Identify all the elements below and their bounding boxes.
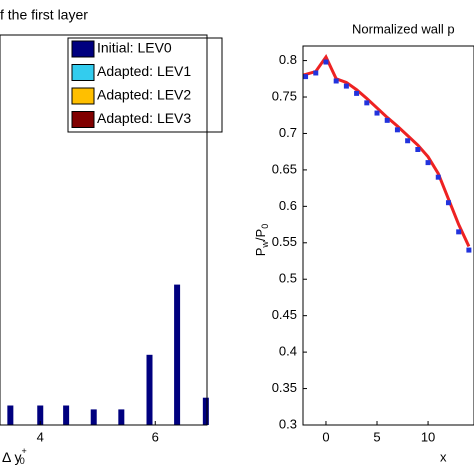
x-axis-label: x <box>440 449 447 464</box>
x-tick-label: 5 <box>373 429 380 444</box>
x-tick-label: 4 <box>37 429 44 444</box>
marker <box>354 90 360 96</box>
x-tick-label: 0 <box>322 429 329 444</box>
marker <box>425 160 431 166</box>
legend-label: Adapted: LEV3 <box>97 110 191 126</box>
marker <box>435 174 441 180</box>
bar <box>146 354 153 425</box>
marker <box>323 59 329 65</box>
y-axis-label: Pw/P0 <box>253 224 270 256</box>
legend-swatch <box>71 111 95 128</box>
bar <box>202 397 209 425</box>
x-tick-label: 6 <box>152 429 159 444</box>
marker <box>333 78 339 84</box>
marker <box>303 74 309 80</box>
marker <box>394 127 400 133</box>
y-tick-label: 0.5 <box>279 271 297 286</box>
bar <box>90 409 97 425</box>
y-tick-label: 0.6 <box>279 198 297 213</box>
line <box>302 53 471 248</box>
marker <box>313 70 319 76</box>
legend-swatch <box>71 40 95 58</box>
bar <box>118 409 125 425</box>
bar <box>63 405 70 425</box>
y-tick-label: 0.3 <box>279 416 297 431</box>
bar <box>7 405 14 425</box>
y-tick-label: 0.65 <box>272 161 297 176</box>
marker <box>364 100 370 106</box>
marker <box>445 200 451 206</box>
y-tick-label: 0.75 <box>272 88 297 103</box>
y-tick-label: 0.35 <box>272 380 297 395</box>
legend-swatch <box>71 87 95 105</box>
axes-frame <box>0 34 208 426</box>
y-tick-label: 0.55 <box>272 234 297 249</box>
chart-title: Normalized wall p <box>352 21 455 36</box>
marker <box>384 117 390 123</box>
marker <box>415 146 421 152</box>
marker <box>405 138 411 144</box>
bar <box>174 284 181 425</box>
x-axis-label: Δ y+ 0 <box>2 446 27 466</box>
y-tick-label: 0.8 <box>279 52 297 67</box>
marker <box>374 110 380 116</box>
marker <box>456 229 462 235</box>
legend-swatch <box>71 64 95 81</box>
chart-title: f the first layer <box>0 7 88 23</box>
axes-frame <box>302 45 474 426</box>
marker <box>466 247 472 253</box>
legend-label: Adapted: LEV1 <box>97 63 191 79</box>
legend-label: Adapted: LEV2 <box>97 87 191 103</box>
legend-label: Initial: LEV0 <box>97 40 172 56</box>
y-tick-label: 0.7 <box>279 125 297 140</box>
y-tick-label: 0.45 <box>272 307 297 322</box>
x-tick-label: 10 <box>421 429 435 444</box>
marker <box>343 83 349 89</box>
bar <box>37 405 44 425</box>
y-tick-label: 0.4 <box>279 344 297 359</box>
